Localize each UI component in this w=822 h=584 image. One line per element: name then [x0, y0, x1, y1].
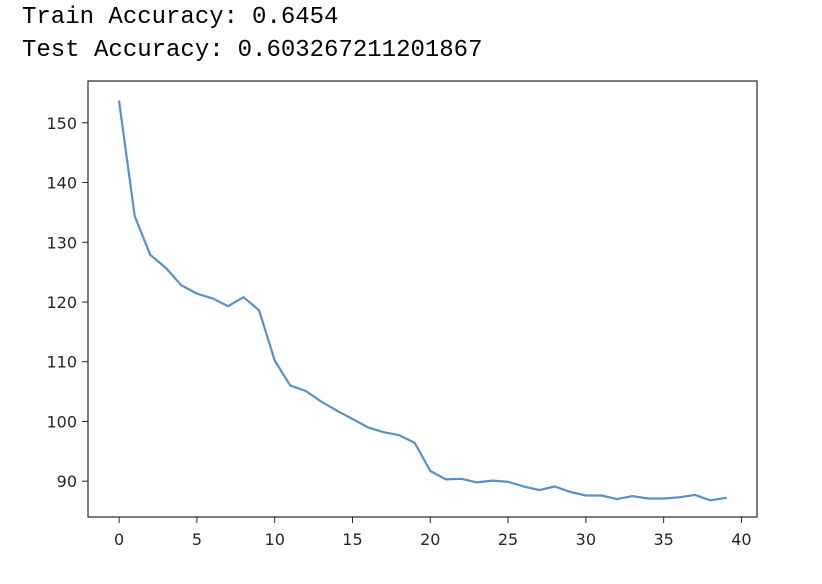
x-tick-label: 35 — [653, 530, 673, 549]
series-line — [117, 100, 728, 502]
train-accuracy-label: Train Accuracy: — [22, 4, 239, 31]
test-accuracy-label: Test Accuracy: — [22, 37, 224, 64]
train-accuracy-value: 0.6454 — [252, 4, 339, 31]
x-tick-label: 40 — [731, 530, 751, 549]
train-accuracy-line: Train Accuracy: 0.6454 — [22, 6, 338, 30]
x-tick-label: 25 — [498, 530, 518, 549]
test-accuracy-value: 0.603267211201867 — [237, 37, 483, 64]
plot-area-frame — [87, 80, 758, 518]
x-tick-label: 0 — [114, 530, 124, 549]
x-tick-label: 30 — [576, 530, 596, 549]
y-tick-label: 100 — [46, 412, 77, 431]
x-tick-label: 20 — [420, 530, 440, 549]
y-tick-label: 130 — [46, 233, 77, 252]
y-tick-label: 90 — [57, 472, 77, 491]
x-tick-label: 5 — [192, 530, 202, 549]
y-tick-label: 150 — [46, 114, 77, 133]
x-tick-label: 10 — [265, 530, 285, 549]
y-tick-label: 120 — [46, 293, 77, 312]
y-tick-label: 110 — [46, 353, 77, 372]
y-tick-label: 140 — [46, 174, 77, 193]
x-tick-label: 15 — [342, 530, 362, 549]
x-axis-ticks: 0 5 10 15 20 25 30 35 40 — [114, 517, 752, 549]
y-axis-ticks: 90 100 110 120 130 140 150 — [46, 114, 88, 491]
test-accuracy-line: Test Accuracy: 0.603267211201867 — [22, 39, 482, 63]
